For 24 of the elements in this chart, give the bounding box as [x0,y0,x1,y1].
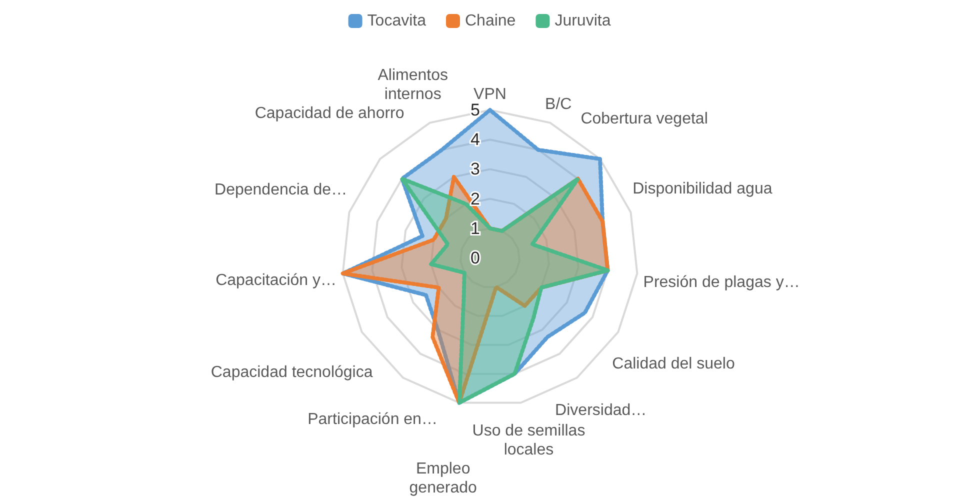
spoke-label: VPN [474,86,506,103]
spoke-label: Dependencia de… [214,182,348,199]
y-tick-label: 1 [470,218,480,238]
y-tick-label: 5 [470,100,480,120]
y-tick-label: 0 [470,248,480,268]
spoke-label: Capacidad de ahorro [254,105,404,122]
spoke-label: Alimentos internos [378,66,448,103]
spoke-label: Uso de semillas locales [472,422,586,458]
spoke-label: Capacitación y… [216,272,337,289]
spoke-label: Participación en… [308,411,438,428]
spoke-label: Empleo generado [409,460,477,497]
y-tick-label: 4 [470,130,480,150]
spoke-label: Diversidad… [555,402,647,420]
y-tick-label: 2 [470,189,480,208]
legend-label: Juruvita [554,12,611,30]
spoke-label: Disponibilidad agua [632,180,772,198]
legend-label: Chaine [464,12,516,30]
spoke-label: B/C [545,96,572,113]
legend-label: Tocavita [367,12,426,30]
spoke-label: Capacidad tecnológica [210,364,373,381]
y-tick-label: 3 [470,160,480,179]
spoke-label: Cobertura vegetal [580,110,708,128]
spoke-label: Calidad del suelo [612,355,735,372]
spoke-label: Presión de plagas y… [643,274,800,291]
